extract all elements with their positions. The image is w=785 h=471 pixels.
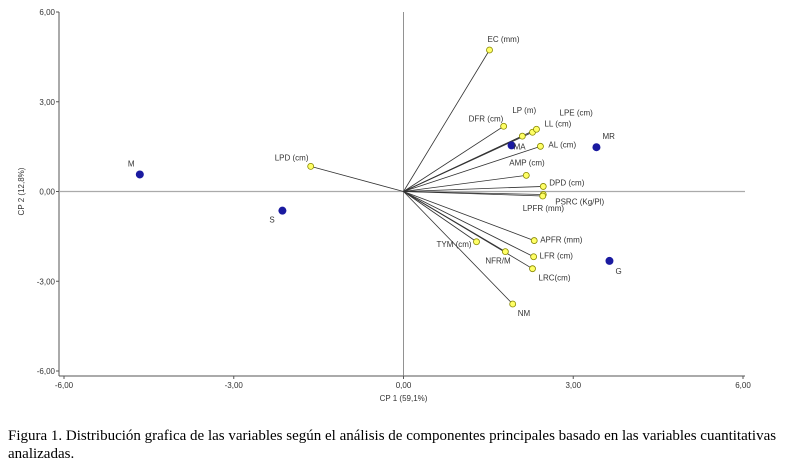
variable-point: [307, 162, 315, 170]
observation-point: [605, 256, 614, 265]
variable-vector: [403, 191, 535, 241]
observation-point: [278, 206, 287, 215]
variable-point: [529, 265, 536, 273]
x-tick-label: -3,00: [225, 381, 244, 390]
variable-point: [500, 122, 508, 130]
biplot-chart: -6,00 -3,00 0,00 3,00 6,00 -6,00 -3,00 0,00 3,00…: [17, 8, 751, 403]
variable-label: TYM (cm): [436, 240, 471, 249]
observation-label: MA: [514, 142, 527, 151]
variable-point: [537, 142, 544, 150]
observation-label: S: [269, 216, 274, 225]
variable-label: LRC(cm): [539, 274, 571, 283]
variable-vector: [403, 191, 477, 243]
variable-point: [486, 46, 493, 54]
variable-vector: [403, 191, 543, 197]
y-tick-label: 6,00: [39, 8, 55, 17]
x-tick-label: 3,00: [565, 381, 581, 390]
y-axis-label: CP 2 (12,8%): [17, 167, 26, 215]
variable-vector: [403, 49, 490, 192]
observation-label: MR: [602, 132, 615, 141]
variable-vector: [310, 165, 404, 192]
variable-point: [473, 238, 480, 246]
variable-label: APFR (mm): [540, 236, 583, 245]
variable-label: AL (cm): [548, 140, 576, 149]
variable-label: LPE (cm): [560, 108, 594, 117]
variable-vector: [403, 191, 513, 305]
figure-caption: Figura 1. Distribución grafica de las va…: [8, 428, 777, 462]
variable-point: [533, 125, 540, 133]
variable-vector: [403, 191, 506, 252]
observation-label: M: [128, 159, 135, 168]
x-axis-label: CP 1 (59,1%): [380, 394, 428, 403]
variable-point: [530, 237, 538, 244]
x-tick-label: 6,00: [735, 381, 751, 390]
variable-label: NFR/M: [485, 257, 511, 266]
variable-vector: [403, 191, 534, 258]
variable-label: NM: [518, 309, 531, 318]
x-tick-label: 0,00: [396, 381, 412, 390]
variable-point: [530, 253, 538, 261]
variable-vector: [403, 186, 544, 192]
variable-point: [501, 248, 509, 256]
variable-label: LPFR (mm): [523, 204, 565, 213]
variable-label: LP (m): [512, 106, 536, 115]
variable-label: DFR (cm): [469, 114, 504, 123]
y-tick-label: 0,00: [39, 188, 55, 197]
observation-label: G: [615, 267, 621, 276]
variable-vector: [403, 174, 527, 192]
variable-label: AMP (cm): [509, 158, 545, 167]
observation-point: [135, 170, 144, 179]
variable-point: [539, 192, 547, 200]
variable-label: LPD (cm): [275, 153, 309, 162]
variable-label: EC (mm): [488, 35, 520, 44]
observation-point: [507, 141, 516, 150]
variable-vector: [403, 128, 537, 192]
variable-point: [509, 300, 517, 308]
variable-point: [539, 183, 547, 190]
variable-point: [518, 132, 526, 140]
variable-vector: [403, 125, 504, 192]
observation-point: [592, 143, 601, 152]
y-tick-label: -3,00: [37, 277, 56, 286]
x-tick-label: -6,00: [55, 381, 74, 390]
y-tick-label: 3,00: [39, 98, 55, 107]
variable-label: PSRC (Kg/Pl): [555, 197, 604, 206]
variable-vector: [403, 145, 541, 192]
y-tick-label: -6,00: [37, 367, 56, 376]
variable-label: LFR (cm): [540, 252, 574, 261]
variable-point: [522, 171, 530, 179]
variable-label: LL (cm): [544, 119, 571, 128]
variable-label: DPD (cm): [549, 178, 584, 187]
